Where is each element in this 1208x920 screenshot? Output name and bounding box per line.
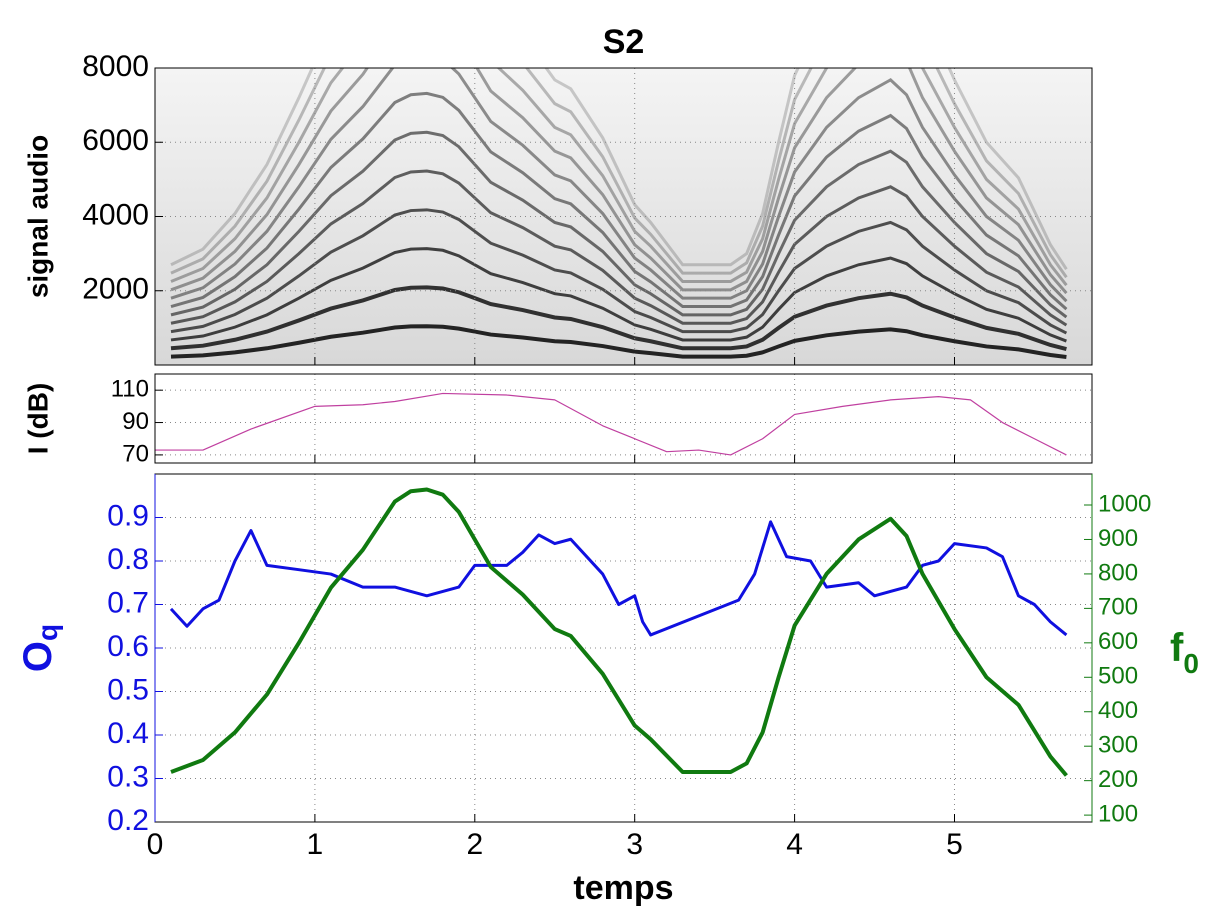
- y-tick-label: 90: [122, 408, 149, 435]
- harmonic: [170, 68, 1068, 303]
- harmonic: [170, 130, 1068, 319]
- y2-tick-label: 100: [1098, 800, 1138, 827]
- y2-tick-label: 600: [1098, 628, 1138, 655]
- y-axis-label: Oq: [16, 624, 64, 672]
- harmonic: [170, 68, 1068, 271]
- plot-frame: [154, 373, 1093, 464]
- y-tick-label: 110: [111, 376, 149, 403]
- y-tick-label: 0.7: [107, 586, 149, 619]
- y-tick-label: 0.3: [107, 760, 149, 793]
- y-tick-label: 0.5: [107, 673, 149, 706]
- x-tick-label: 3: [626, 828, 643, 861]
- y-tick-label: 0.4: [107, 717, 149, 750]
- y2-axis-label: f0: [1170, 626, 1199, 680]
- y2-tick-label: 700: [1098, 594, 1138, 621]
- harmonic: [170, 285, 1067, 351]
- y2-axis-label-main: f: [1170, 626, 1184, 670]
- y-tick-label: 0.9: [107, 499, 149, 532]
- y2-tick-label: 900: [1098, 525, 1138, 552]
- y-axis-label-sub: q: [32, 624, 63, 641]
- x-tick-label: 5: [946, 828, 963, 861]
- y-tick-label: 0.2: [107, 804, 149, 837]
- harmonic: [170, 68, 1068, 295]
- series-line: [170, 487, 1068, 777]
- y-tick-label: 0.8: [107, 543, 149, 576]
- y2-tick-label: 200: [1098, 766, 1138, 793]
- x-tick-label: 4: [786, 828, 803, 861]
- harmonic: [170, 208, 1068, 335]
- y2-tick-label: 800: [1098, 559, 1138, 586]
- y-tick-label: 6000: [82, 124, 149, 157]
- y-axis-label-main: O: [16, 641, 60, 672]
- plot-frame: [154, 67, 1093, 366]
- y-axis-label: signal audio: [22, 135, 53, 298]
- series-line: [155, 392, 1067, 456]
- series-line: [169, 520, 1068, 637]
- harmonic: [170, 169, 1068, 327]
- x-tick-label: 1: [307, 828, 324, 861]
- x-tick-label: 0: [147, 828, 164, 861]
- y-tick-label: 4000: [82, 198, 149, 231]
- y2-tick-label: 300: [1098, 732, 1138, 759]
- harmonic: [170, 324, 1067, 360]
- x-tick-label: 2: [466, 828, 483, 861]
- y-tick-label: 70: [122, 440, 149, 467]
- harmonic: [170, 68, 1068, 279]
- y-tick-label: 2000: [82, 273, 149, 306]
- y2-tick-label: 400: [1098, 697, 1138, 724]
- harmonics: [170, 68, 1068, 360]
- chart-title: S2: [603, 23, 645, 61]
- y-axis-label: I (dB): [22, 383, 53, 455]
- y-tick-label: 8000: [82, 50, 149, 83]
- harmonic: [170, 68, 1068, 287]
- y2-tick-label: 1000: [1098, 490, 1151, 517]
- y-tick-label: 0.6: [107, 630, 149, 663]
- y2-tick-label: 500: [1098, 663, 1138, 690]
- harmonic: [170, 91, 1068, 311]
- x-axis-label: temps: [573, 869, 673, 907]
- harmonic: [170, 247, 1067, 343]
- y2-axis-label-sub: 0: [1183, 648, 1199, 679]
